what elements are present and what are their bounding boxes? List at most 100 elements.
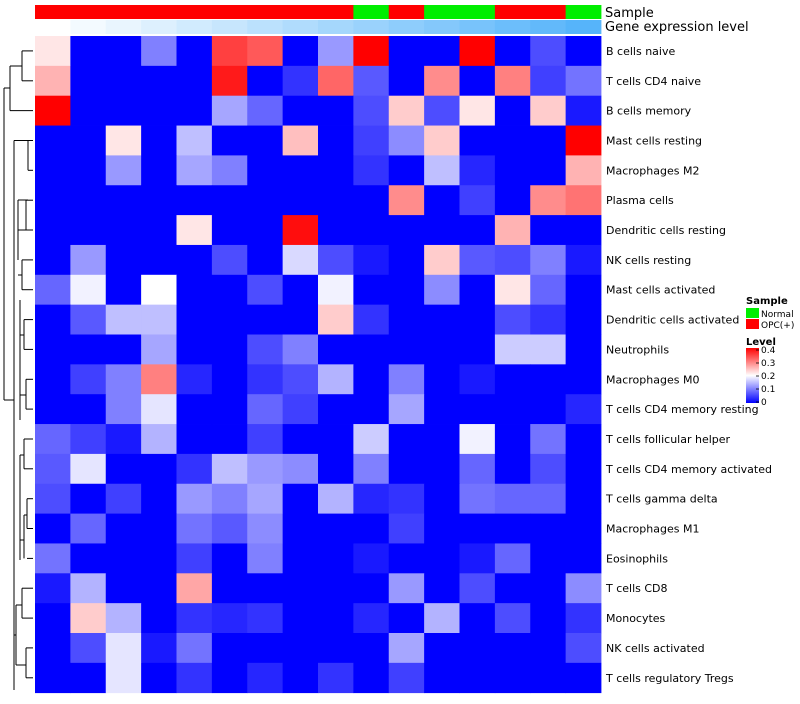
heatmap-cell [247, 125, 284, 156]
heatmap-cell [530, 483, 567, 514]
row-label: Macrophages M0 [606, 373, 699, 386]
heatmap-cell [459, 244, 496, 276]
heatmap-cell [565, 453, 602, 485]
heatmap-cell [176, 36, 213, 67]
heatmap-cell [176, 603, 213, 634]
heatmap-cell [282, 125, 319, 156]
sample-annotation-cell [176, 5, 213, 19]
heatmap-cell [565, 424, 602, 455]
heatmap-cell [35, 185, 71, 216]
heatmap-cell [565, 543, 602, 574]
heatmap-cell [70, 215, 107, 246]
heatmap-cell [70, 662, 107, 694]
heatmap-cell [176, 662, 213, 694]
heatmap-cell [459, 125, 496, 156]
heatmap-cell [565, 65, 602, 97]
heatmap-cell [35, 155, 71, 186]
heatmap-cell [459, 424, 496, 455]
gene-annotation-title: Gene expression level [605, 20, 749, 35]
heatmap-cell [565, 394, 602, 425]
level-legend-title: Level [746, 337, 776, 348]
heatmap-cell [565, 95, 602, 126]
heatmap-cell [247, 662, 284, 694]
row-label: Plasma cells [606, 194, 674, 207]
sample-legend-title: Sample [746, 296, 788, 307]
gene-expression-cell [353, 20, 390, 34]
heatmap-cell [318, 65, 354, 97]
heatmap-cell [70, 483, 107, 514]
heatmap-cell [459, 95, 496, 126]
heatmap-cell [35, 65, 71, 97]
heatmap-cell [247, 603, 284, 634]
heatmap-cell [353, 573, 390, 604]
heatmap-cell [494, 364, 531, 395]
heatmap-cell [530, 543, 567, 574]
heatmap-cell [318, 244, 354, 276]
heatmap-cell [388, 364, 425, 395]
heatmap-cell [424, 244, 460, 276]
heatmap-cell [459, 304, 496, 335]
gene-expression-cell [35, 20, 71, 34]
heatmap-cell [353, 603, 390, 634]
heatmap-cell [282, 215, 319, 246]
heatmap-cell [530, 36, 567, 67]
heatmap-cell [70, 155, 107, 186]
sample-annotation-cell [282, 5, 319, 19]
heatmap-cell [176, 304, 213, 335]
heatmap-cell [388, 215, 425, 246]
heatmap-cell [530, 95, 567, 126]
heatmap-cell [459, 573, 496, 604]
heatmap-cell [494, 304, 531, 335]
heatmap-cell [247, 65, 284, 97]
heatmap-cell [141, 513, 177, 544]
heatmap-cell [318, 95, 354, 126]
legend-label-opc: OPC(+) [761, 321, 794, 331]
heatmap-cell [318, 274, 354, 306]
heatmap-cell [353, 483, 390, 514]
heatmap-cell [318, 662, 354, 694]
heatmap-cell [318, 633, 354, 664]
heatmap-cell [565, 244, 602, 276]
heatmap-cell [318, 453, 354, 485]
heatmap-cell [282, 543, 319, 574]
heatmap-cell [318, 603, 354, 634]
heatmap-cell [70, 394, 107, 425]
row-label: NK cells resting [606, 254, 691, 267]
heatmap-cell [565, 36, 602, 67]
heatmap-cell [424, 453, 460, 485]
level-colorbar [746, 348, 759, 403]
heatmap-cell [105, 543, 142, 574]
sample-annotation-cell [70, 5, 107, 19]
heatmap-cell [565, 662, 602, 694]
heatmap-cell [530, 603, 567, 634]
heatmap-cell [176, 125, 213, 156]
heatmap-cell [176, 543, 213, 574]
row-label: T cells CD4 memory activated [605, 463, 772, 476]
heatmap-cell [388, 603, 425, 634]
heatmap-cell [141, 215, 177, 246]
heatmap-cell [247, 483, 284, 514]
heatmap-cell [105, 215, 142, 246]
heatmap-cell [105, 453, 142, 485]
heatmap-cell [247, 185, 284, 216]
heatmap-cell [459, 155, 496, 186]
heatmap-cell [282, 304, 319, 335]
heatmap-cell [211, 36, 248, 67]
heatmap-cell [530, 125, 567, 156]
heatmap-cell [318, 155, 354, 186]
heatmap-cell [247, 95, 284, 126]
sample-annotation-cell [105, 5, 142, 19]
heatmap-cell [494, 513, 531, 544]
sample-annotation-cell [530, 5, 567, 19]
heatmap-cell [565, 334, 602, 365]
heatmap-cell [318, 215, 354, 246]
row-label: Eosinophils [606, 552, 668, 565]
heatmap-cell [176, 185, 213, 216]
heatmap-cell [353, 662, 390, 694]
gene-expression-cell [565, 20, 602, 34]
heatmap-cell [70, 36, 107, 67]
heatmap-cell [459, 185, 496, 216]
heatmap-cell [424, 364, 460, 395]
heatmap-cell [141, 364, 177, 395]
